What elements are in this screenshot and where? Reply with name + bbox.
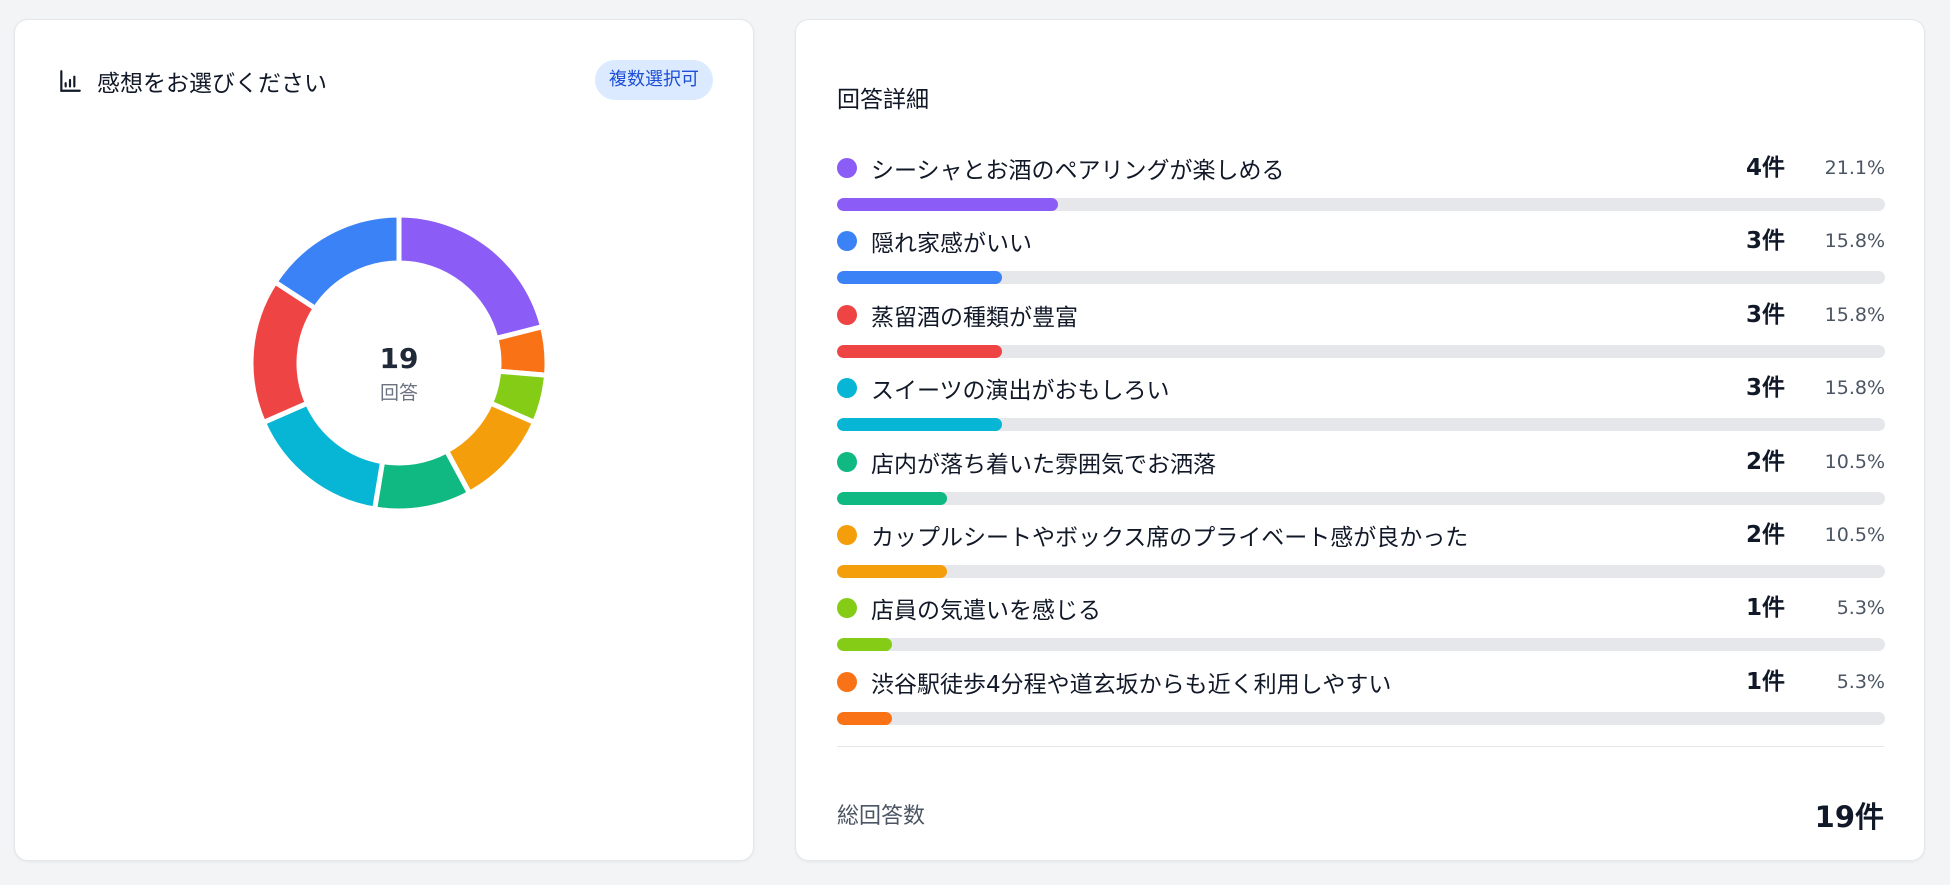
progress-track: [837, 711, 1885, 725]
donut-slice[interactable]: [493, 324, 550, 378]
detail-row-percent: 21.1%: [1824, 157, 1885, 179]
detail-row: 店員の気遣いを感じる 1件 5.3%: [837, 590, 1885, 663]
donut-slice[interactable]: [260, 400, 386, 512]
detail-row-percent: 5.3%: [1836, 597, 1885, 620]
detail-row: 渋谷駅徒歩4分程や道玄坂からも近く利用しやすい 1件 5.3%: [837, 664, 1885, 737]
detail-row-label: 店員の気遣いを感じる: [871, 598, 1101, 625]
legend-dot: [837, 231, 857, 252]
detail-card: 回答詳細 シーシャとお酒のペアリングが楽しめる 4件 21.1% 隠れ家感がいい 3件 1…: [795, 19, 1925, 861]
detail-row-count: 3件: [1745, 301, 1785, 328]
progress-fill: [837, 638, 893, 652]
detail-row-percent: 15.8%: [1824, 377, 1885, 400]
progress-fill: [837, 198, 1058, 211]
bar-chart-icon: [60, 70, 81, 92]
detail-row-percent: 10.5%: [1824, 450, 1885, 473]
detail-row-percent: 15.8%: [1824, 230, 1885, 253]
detail-row: 店内が落ち着いた雰囲気でお洒落 2件 10.5%: [837, 444, 1885, 517]
progress-fill: [837, 271, 1003, 285]
progress-track: [837, 638, 1885, 652]
detail-title: 回答詳細: [837, 87, 929, 113]
total-value: 19件: [1814, 800, 1884, 834]
detail-row-count: 2件: [1745, 448, 1785, 475]
detail-row: 隠れ家感がいい 3件 15.8%: [837, 223, 1885, 296]
progress-track: [837, 564, 1885, 578]
donut-center-value: 19: [380, 342, 419, 375]
chart-card: 感想をお選びください 複数選択可 19 回答: [14, 19, 754, 861]
detail-row-label: 隠れ家感がいい: [871, 231, 1032, 258]
progress-track: [837, 418, 1885, 432]
donut-chart: 19 回答: [248, 212, 550, 514]
progress-fill: [837, 491, 948, 505]
legend-dot: [837, 158, 857, 178]
detail-row: カップルシートやボックス席のプライベート感が良かった 2件 10.5%: [837, 517, 1885, 590]
progress-fill: [837, 564, 948, 578]
detail-row: スイーツの演出がおもしろい 3件 15.8%: [837, 370, 1885, 443]
progress-fill: [837, 418, 1003, 432]
legend-dot: [837, 598, 857, 619]
detail-row-count: 2件: [1745, 521, 1785, 548]
detail-row-count: 4件: [1745, 155, 1785, 181]
detail-row-label: シーシャとお酒のペアリングが楽しめる: [871, 158, 1285, 184]
multi-select-badge: 複数選択可: [595, 60, 713, 100]
donut-slice[interactable]: [272, 212, 402, 311]
chart-header: 感想をお選びください: [57, 64, 327, 98]
progress-fill: [837, 711, 893, 725]
detail-row-header: 蒸留酒の種類が豊富 3件 15.8%: [837, 297, 1885, 333]
detail-row-label: 渋谷駅徒歩4分程や道玄坂からも近く利用しやすい: [871, 671, 1392, 698]
donut-center-label: 回答: [380, 382, 418, 404]
detail-row-count: 1件: [1745, 668, 1785, 695]
progress-fill: [837, 344, 1003, 358]
legend-dot: [837, 304, 857, 325]
detail-row-header: 渋谷駅徒歩4分程や道玄坂からも近く利用しやすい 1件 5.3%: [837, 664, 1885, 700]
legend-dot: [837, 378, 857, 399]
detail-row-header: 店員の気遣いを感じる 1件 5.3%: [837, 590, 1885, 626]
detail-row-header: スイーツの演出がおもしろい 3件 15.8%: [837, 370, 1885, 406]
donut-slice[interactable]: [396, 212, 545, 341]
progress-track: [837, 491, 1885, 505]
detail-row-count: 3件: [1745, 375, 1785, 402]
progress-track: [837, 344, 1885, 358]
detail-row-percent: 10.5%: [1824, 523, 1885, 546]
detail-row-header: 隠れ家感がいい 3件 15.8%: [837, 223, 1885, 259]
chart-title: 感想をお選びください: [97, 71, 327, 97]
progress-track: [837, 198, 1885, 211]
detail-row-count: 1件: [1745, 595, 1785, 622]
detail-row: シーシャとお酒のペアリングが楽しめる 4件 21.1%: [837, 150, 1885, 223]
divider: [837, 746, 1884, 747]
detail-list: シーシャとお酒のペアリングが楽しめる 4件 21.1% 隠れ家感がいい 3件 15.8% 蒸…: [837, 150, 1885, 737]
legend-dot: [837, 451, 857, 472]
detail-row-label: 蒸留酒の種類が豊富: [871, 304, 1078, 331]
legend-dot: [837, 671, 857, 692]
legend-dot: [837, 524, 857, 545]
detail-row: 蒸留酒の種類が豊富 3件 15.8%: [837, 297, 1885, 370]
detail-row-percent: 5.3%: [1836, 670, 1885, 693]
detail-row-percent: 15.8%: [1824, 303, 1885, 326]
progress-track: [837, 271, 1885, 285]
detail-row-count: 3件: [1745, 228, 1785, 255]
detail-row-header: シーシャとお酒のペアリングが楽しめる 4件 21.1%: [837, 150, 1885, 186]
detail-row-header: カップルシートやボックス席のプライベート感が良かった 2件 10.5%: [837, 517, 1885, 553]
detail-row-label: スイーツの演出がおもしろい: [871, 378, 1170, 405]
detail-row-header: 店内が落ち着いた雰囲気でお洒落 2件 10.5%: [837, 444, 1885, 480]
detail-row-label: カップルシートやボックス席のプライベート感が良かった: [871, 524, 1469, 551]
detail-row-label: 店内が落ち着いた雰囲気でお洒落: [871, 451, 1216, 478]
total-label: 総回答数: [837, 804, 926, 829]
